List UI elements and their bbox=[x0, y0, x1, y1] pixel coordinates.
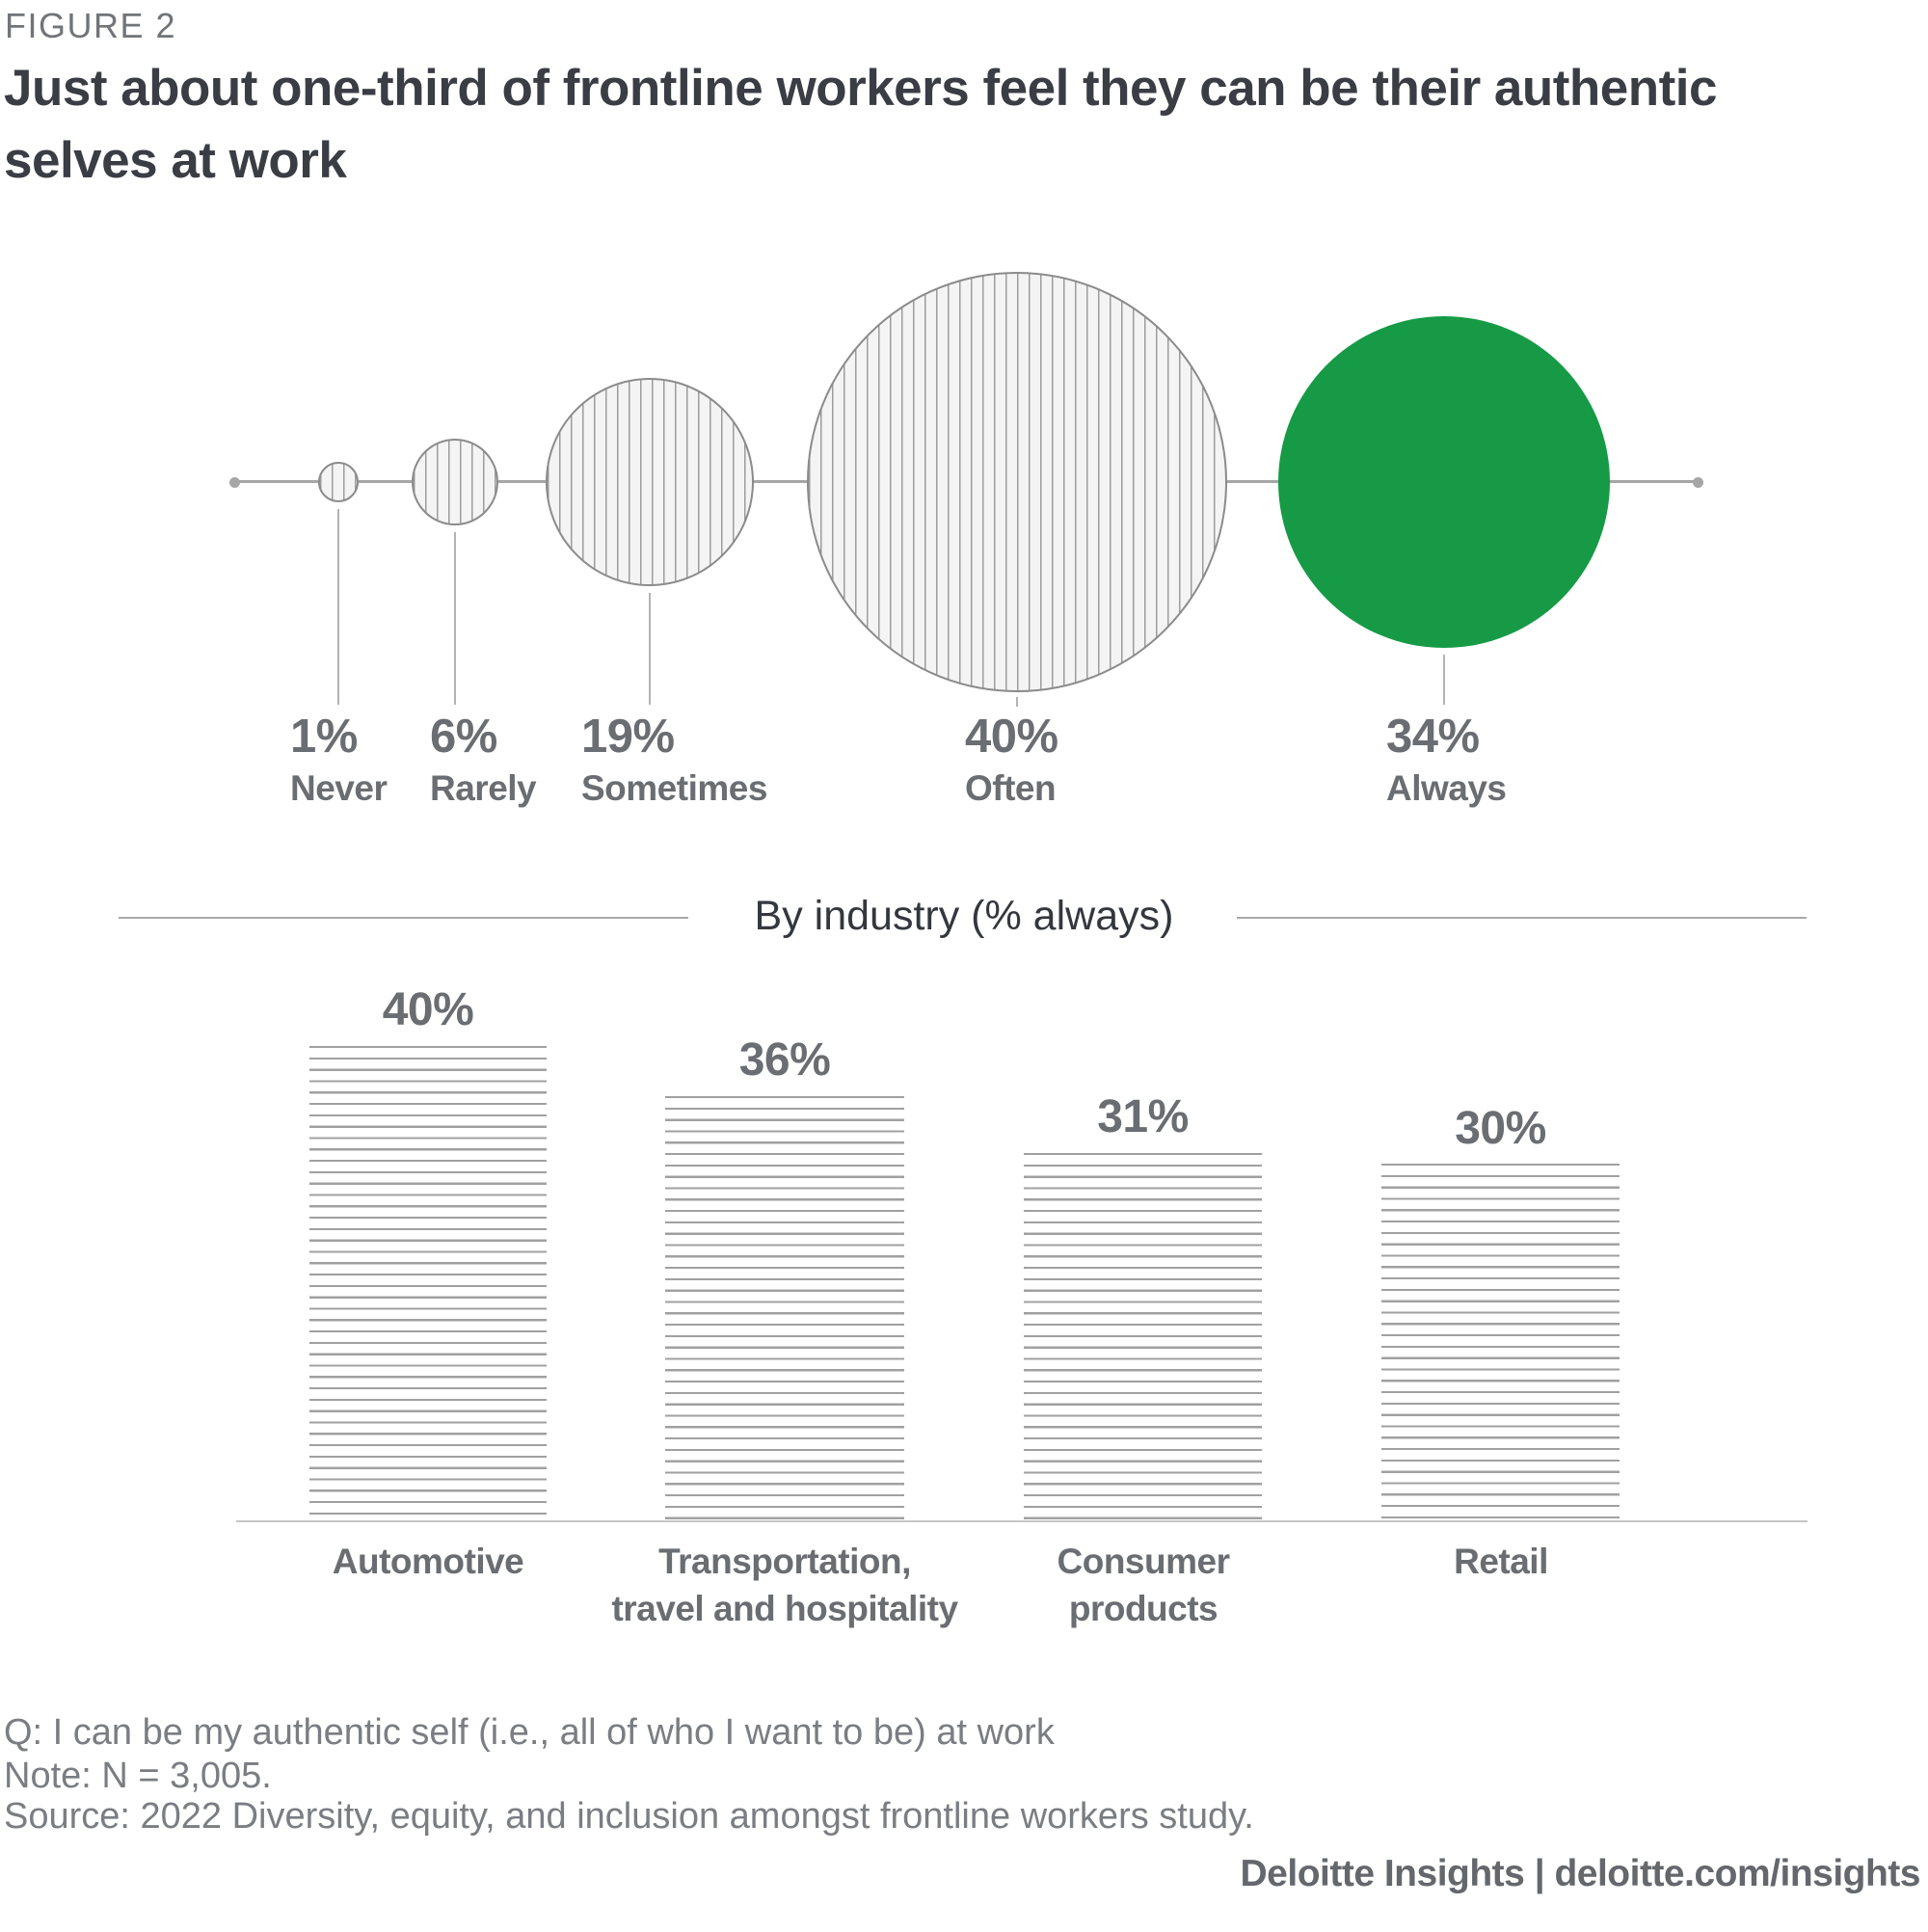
bar-transportation bbox=[665, 1096, 904, 1521]
bar-category-retail: Retail bbox=[1289, 1539, 1713, 1586]
bar-value-consumer: 31% bbox=[1097, 1091, 1189, 1142]
divider-rule-left bbox=[119, 917, 688, 919]
figure-label: FIGURE 2 bbox=[5, 6, 177, 45]
bubble-value-rarely: 6% bbox=[430, 711, 497, 763]
bubble-label-never: 1% Never bbox=[290, 711, 388, 809]
chart-title: Just about one-third of frontline worker… bbox=[4, 60, 1718, 190]
axis-endpoint-dot-left bbox=[229, 477, 240, 488]
leader-line-always bbox=[1443, 655, 1445, 705]
bar-category-automotive-line1: Automotive bbox=[332, 1542, 524, 1581]
leader-line-never bbox=[337, 509, 339, 705]
bubble-category-often: Often bbox=[965, 767, 1057, 808]
leader-line-sometimes bbox=[649, 593, 651, 705]
divider-rule-right bbox=[1237, 917, 1807, 919]
bubble-category-always: Always bbox=[1386, 767, 1507, 808]
axis-endpoint-dot-right bbox=[1693, 477, 1703, 488]
bubble-label-often: 40% Often bbox=[965, 711, 1058, 809]
bar-chart-baseline bbox=[236, 1520, 1808, 1522]
bar-category-consumer: Consumer products bbox=[931, 1539, 1355, 1633]
bubble-sometimes bbox=[546, 378, 754, 586]
footnote-note: Note: N = 3,005. bbox=[4, 1756, 272, 1796]
bubble-often bbox=[807, 272, 1227, 692]
insights-footer: Deloitte Insights | deloitte.com/insight… bbox=[1241, 1853, 1921, 1895]
bar-category-transportation-line2: travel and hospitality bbox=[611, 1588, 958, 1628]
bubble-label-always: 34% Always bbox=[1386, 711, 1507, 809]
footer-brand: Deloitte Insights bbox=[1240, 1853, 1525, 1894]
bubble-label-rarely: 6% Rarely bbox=[430, 711, 537, 809]
bubble-category-rarely: Rarely bbox=[430, 767, 537, 808]
bar-automotive bbox=[309, 1046, 547, 1521]
footer-separator: | bbox=[1524, 1853, 1555, 1894]
bubble-value-often: 40% bbox=[965, 711, 1058, 763]
bar-category-automotive: Automotive bbox=[216, 1539, 640, 1586]
leader-line-rarely bbox=[454, 532, 456, 705]
bar-value-retail: 30% bbox=[1455, 1103, 1546, 1154]
bar-value-automotive: 40% bbox=[382, 984, 474, 1035]
bar-retail bbox=[1381, 1164, 1620, 1521]
industry-divider-title: By industry (% always) bbox=[754, 893, 1174, 939]
footer-url: deloitte.com/insights bbox=[1554, 1853, 1920, 1894]
bubble-never bbox=[318, 462, 359, 502]
footnote-question: Q: I can be my authentic self (i.e., all… bbox=[4, 1712, 1055, 1753]
bubble-value-always: 34% bbox=[1386, 711, 1480, 763]
bar-consumer bbox=[1024, 1153, 1262, 1521]
bubble-value-never: 1% bbox=[290, 711, 358, 763]
bubble-category-never: Never bbox=[290, 767, 388, 808]
bar-category-transportation-line1: Transportation, bbox=[658, 1542, 911, 1581]
bar-category-consumer-line1: Consumer bbox=[1057, 1542, 1230, 1581]
footnote-source: Source: 2022 Diversity, equity, and incl… bbox=[4, 1796, 1254, 1837]
bubble-label-sometimes: 19% Sometimes bbox=[581, 711, 767, 809]
bar-value-transportation: 36% bbox=[738, 1034, 831, 1086]
bubble-always bbox=[1278, 316, 1610, 648]
leader-line-often bbox=[1016, 697, 1018, 707]
bubble-value-sometimes: 19% bbox=[581, 711, 675, 763]
bar-category-transportation: Transportation, travel and hospitality bbox=[573, 1539, 997, 1633]
bubble-rarely bbox=[412, 439, 498, 525]
bar-category-consumer-line2: products bbox=[1068, 1588, 1218, 1628]
bar-category-retail-line1: Retail bbox=[1454, 1542, 1548, 1581]
bubble-category-sometimes: Sometimes bbox=[581, 767, 767, 808]
